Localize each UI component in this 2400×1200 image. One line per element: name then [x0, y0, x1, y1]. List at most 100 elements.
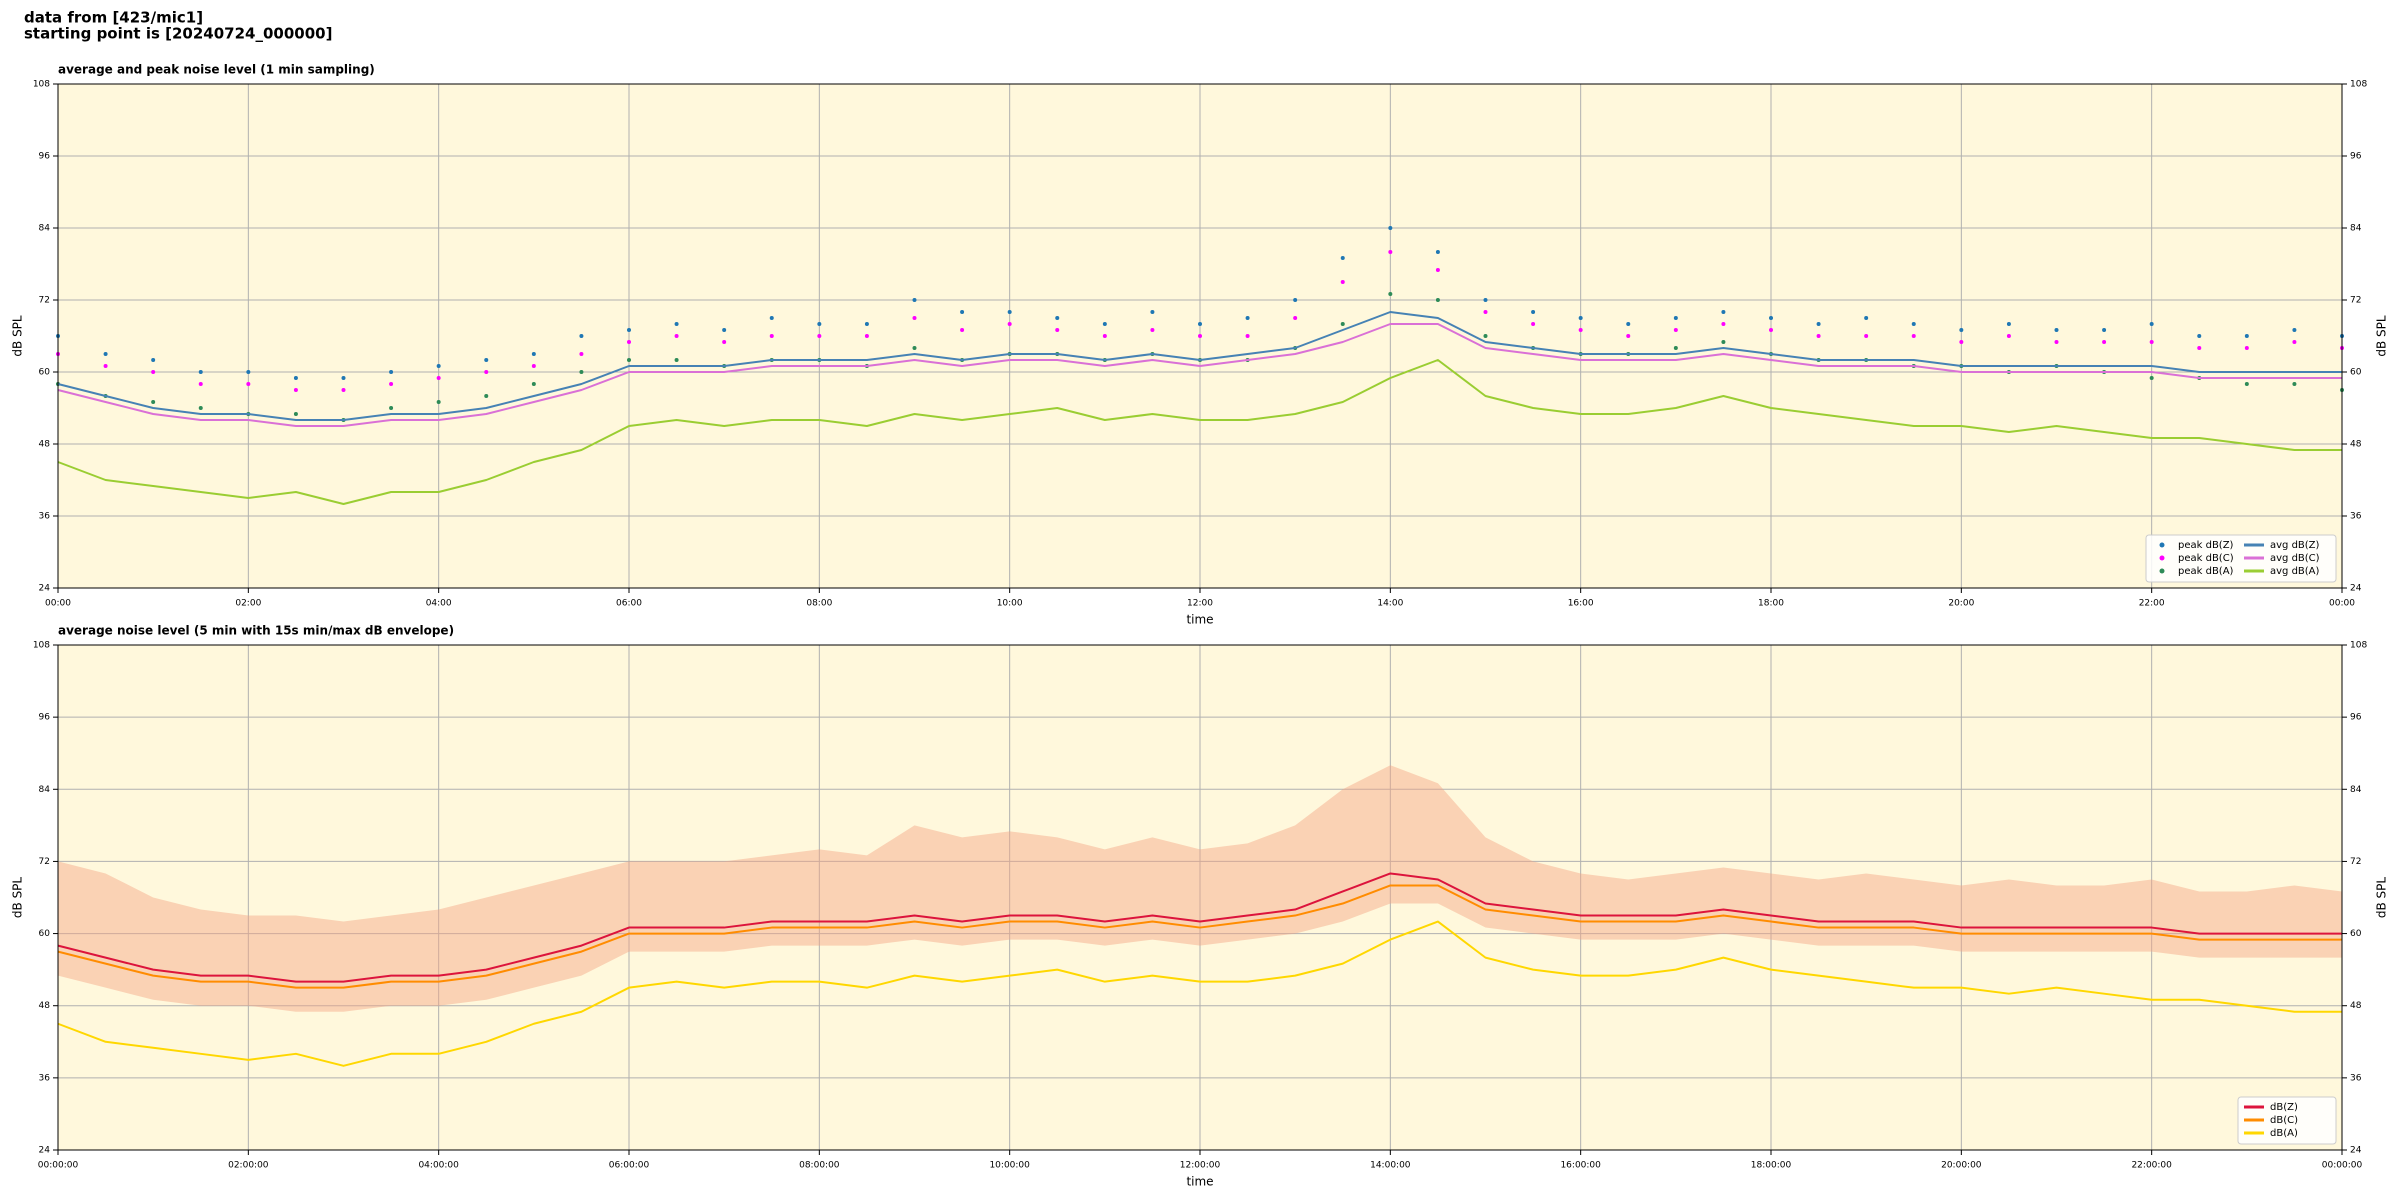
peak-point — [722, 340, 727, 344]
y2-tick-label: 24 — [2350, 1146, 2362, 1156]
series-line — [57, 359, 2342, 505]
peak-point — [2197, 346, 2202, 350]
x-tick-label: 16:00:00 — [1560, 1161, 1601, 1171]
peak-point — [1959, 340, 1964, 344]
peak-point — [1150, 310, 1155, 314]
envelope — [58, 765, 2342, 1012]
x-tick-label: 02:00:00 — [228, 1161, 269, 1171]
y-tick-label: 108 — [33, 80, 50, 90]
x-tick-label: 16:00 — [1568, 599, 1594, 609]
y2-tick-label: 60 — [2350, 929, 2362, 939]
legend-label: avg dB(C) — [2270, 553, 2320, 564]
chart-panel: average noise level (5 min with 15s min/… — [11, 624, 2389, 1189]
legend-label: avg dB(Z) — [2270, 540, 2320, 551]
peak-point — [1911, 322, 1916, 326]
y-axis-label: dB SPL — [11, 315, 25, 357]
peak-point — [1483, 310, 1488, 314]
peak-point — [389, 406, 394, 410]
y-tick-label: 48 — [39, 1001, 51, 1011]
y-tick-label: 24 — [39, 584, 51, 594]
peak-point — [960, 310, 965, 314]
peak-point — [769, 316, 774, 320]
x-tick-label: 22:00 — [2139, 599, 2165, 609]
peak-point — [531, 352, 536, 356]
x-tick-label: 12:00 — [1187, 599, 1213, 609]
peak-point — [246, 370, 251, 374]
peak-point — [2292, 328, 2297, 332]
plot-frame — [57, 644, 2343, 1151]
peak-point — [1007, 310, 1012, 314]
peak-point — [627, 328, 631, 332]
peak-point — [1531, 310, 1536, 314]
peak-point — [722, 328, 727, 332]
legend-label: dB(C) — [2270, 1115, 2298, 1126]
legend-label: dB(Z) — [2270, 1102, 2298, 1113]
header-start: starting point is [20240724_000000] — [24, 25, 332, 43]
x-tick-label: 18:00:00 — [1751, 1161, 1792, 1171]
x-tick-label: 00:00:00 — [2322, 1161, 2363, 1171]
peak-point — [2149, 376, 2154, 380]
y2-tick-label: 36 — [2350, 512, 2362, 522]
legend-marker — [2159, 555, 2165, 561]
peak-point — [1293, 298, 1298, 302]
peak-point — [198, 406, 203, 410]
peak-point — [1388, 292, 1393, 296]
peak-point — [1340, 256, 1345, 260]
legend-label: peak dB(C) — [2178, 553, 2234, 564]
peak-point — [1055, 316, 1060, 320]
y2-tick-label: 108 — [2350, 80, 2367, 90]
peak-point — [1816, 322, 1821, 326]
peak-point — [151, 400, 156, 404]
y-tick-label: 72 — [39, 296, 50, 306]
y-tick-label: 108 — [33, 641, 50, 651]
y-tick-label: 48 — [39, 440, 51, 450]
peak-point — [1483, 298, 1488, 302]
chart-title: average and peak noise level (1 min samp… — [58, 63, 375, 77]
peak-point — [293, 376, 298, 380]
x-tick-label: 18:00 — [1758, 599, 1784, 609]
peak-point — [2149, 340, 2154, 344]
y2-tick-label: 84 — [2350, 785, 2362, 795]
peak-point — [864, 334, 869, 338]
peak-point — [1531, 322, 1536, 326]
peak-point — [864, 322, 869, 326]
peak-point — [2244, 382, 2249, 386]
y-tick-label: 24 — [39, 1146, 51, 1156]
peak-point — [198, 370, 203, 374]
y2-tick-label: 48 — [2350, 1001, 2362, 1011]
x-tick-label: 12:00:00 — [1180, 1161, 1221, 1171]
peak-point — [293, 412, 298, 416]
x-tick-label: 00:00 — [2329, 599, 2355, 609]
peak-point — [531, 364, 536, 368]
peak-point — [1435, 268, 1440, 272]
x-tick-label: 14:00 — [1377, 599, 1403, 609]
chart-panel: average and peak noise level (1 min samp… — [11, 63, 2389, 627]
peak-point — [484, 394, 489, 398]
y-tick-label: 96 — [39, 713, 51, 723]
peak-point — [1388, 226, 1393, 230]
y2-tick-label: 72 — [2350, 857, 2361, 867]
peak-point — [1864, 316, 1869, 320]
peak-point — [1102, 322, 1107, 326]
legend-label: peak dB(Z) — [2178, 540, 2234, 551]
x-axis-label: time — [1186, 1175, 1213, 1189]
y-tick-label: 72 — [39, 857, 50, 867]
peak-point — [1769, 328, 1773, 332]
peak-point — [817, 334, 822, 338]
y-tick-label: 36 — [39, 512, 51, 522]
peak-point — [2149, 322, 2154, 326]
legend-marker — [2159, 542, 2165, 548]
x-tick-label: 00:00 — [45, 599, 71, 609]
peak-point — [389, 370, 394, 374]
y2-tick-label: 96 — [2350, 152, 2362, 162]
x-tick-label: 20:00 — [1948, 599, 1974, 609]
peak-point — [1435, 298, 1440, 302]
peak-point — [484, 358, 489, 362]
legend-label: peak dB(A) — [2178, 566, 2234, 577]
peak-point — [1721, 322, 1726, 326]
y2-axis-label: dB SPL — [2375, 315, 2389, 357]
peak-point — [1198, 322, 1202, 326]
peak-point — [389, 382, 394, 386]
peak-point — [2244, 334, 2249, 338]
